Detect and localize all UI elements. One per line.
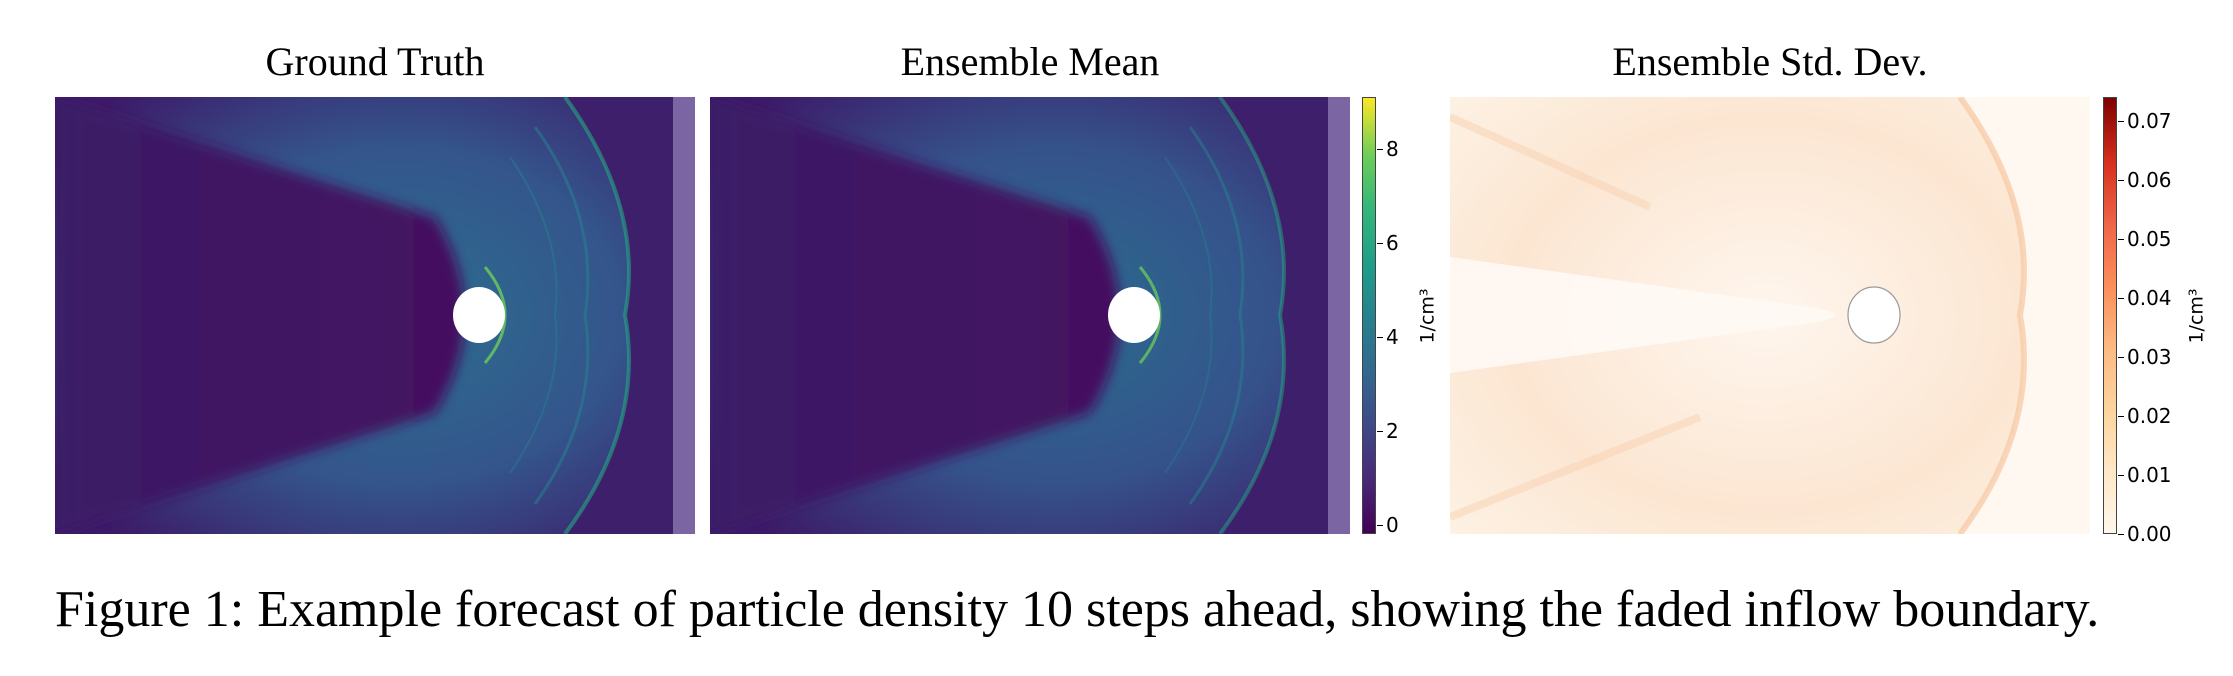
colorbar-density-std-tick: 0.06 [2118, 167, 2172, 192]
colorbar-density-std-tick: 0.03 [2118, 344, 2172, 369]
colorbar-density-std-tick: 0.04 [2118, 285, 2172, 310]
colorbar-density-mean-tick: 4 [1377, 324, 1399, 349]
colorbar-density-std-tick: 0.02 [2118, 403, 2172, 428]
ground-truth-heatmap [55, 97, 695, 534]
colorbar-density-mean-tick: 2 [1377, 418, 1399, 443]
colorbar-density-mean-tick: 8 [1377, 136, 1399, 161]
colorbar-density-std-tick: 0.01 [2118, 462, 2172, 487]
colorbar-density-mean [1362, 97, 1376, 534]
ensemble-std-heatmap [1450, 97, 2090, 534]
colorbar-density-mean-tick: 6 [1377, 230, 1399, 255]
colorbar-density-std-tick: 0.00 [2118, 522, 2172, 546]
panel-title-ensemble-mean: Ensemble Mean [900, 39, 1160, 84]
panel-title-ensemble-std: Ensemble Std. Dev. [1612, 39, 1928, 84]
colorbar-density-std-label: 1/cm³ [2185, 288, 2208, 344]
figure-caption: Figure 1: Example forecast of particle d… [55, 581, 2100, 638]
ensemble-mean-heatmap [710, 97, 1350, 534]
colorbar-density-std [2103, 97, 2117, 534]
colorbar-density-mean-label: 1/cm³ [1416, 288, 1439, 344]
panel-title-ground-truth: Ground Truth [265, 39, 485, 84]
colorbar-density-mean-tick: 0 [1377, 512, 1399, 537]
colorbar-density-std-tick: 0.07 [2118, 108, 2172, 133]
colorbar-density-std-tick: 0.05 [2118, 226, 2172, 251]
